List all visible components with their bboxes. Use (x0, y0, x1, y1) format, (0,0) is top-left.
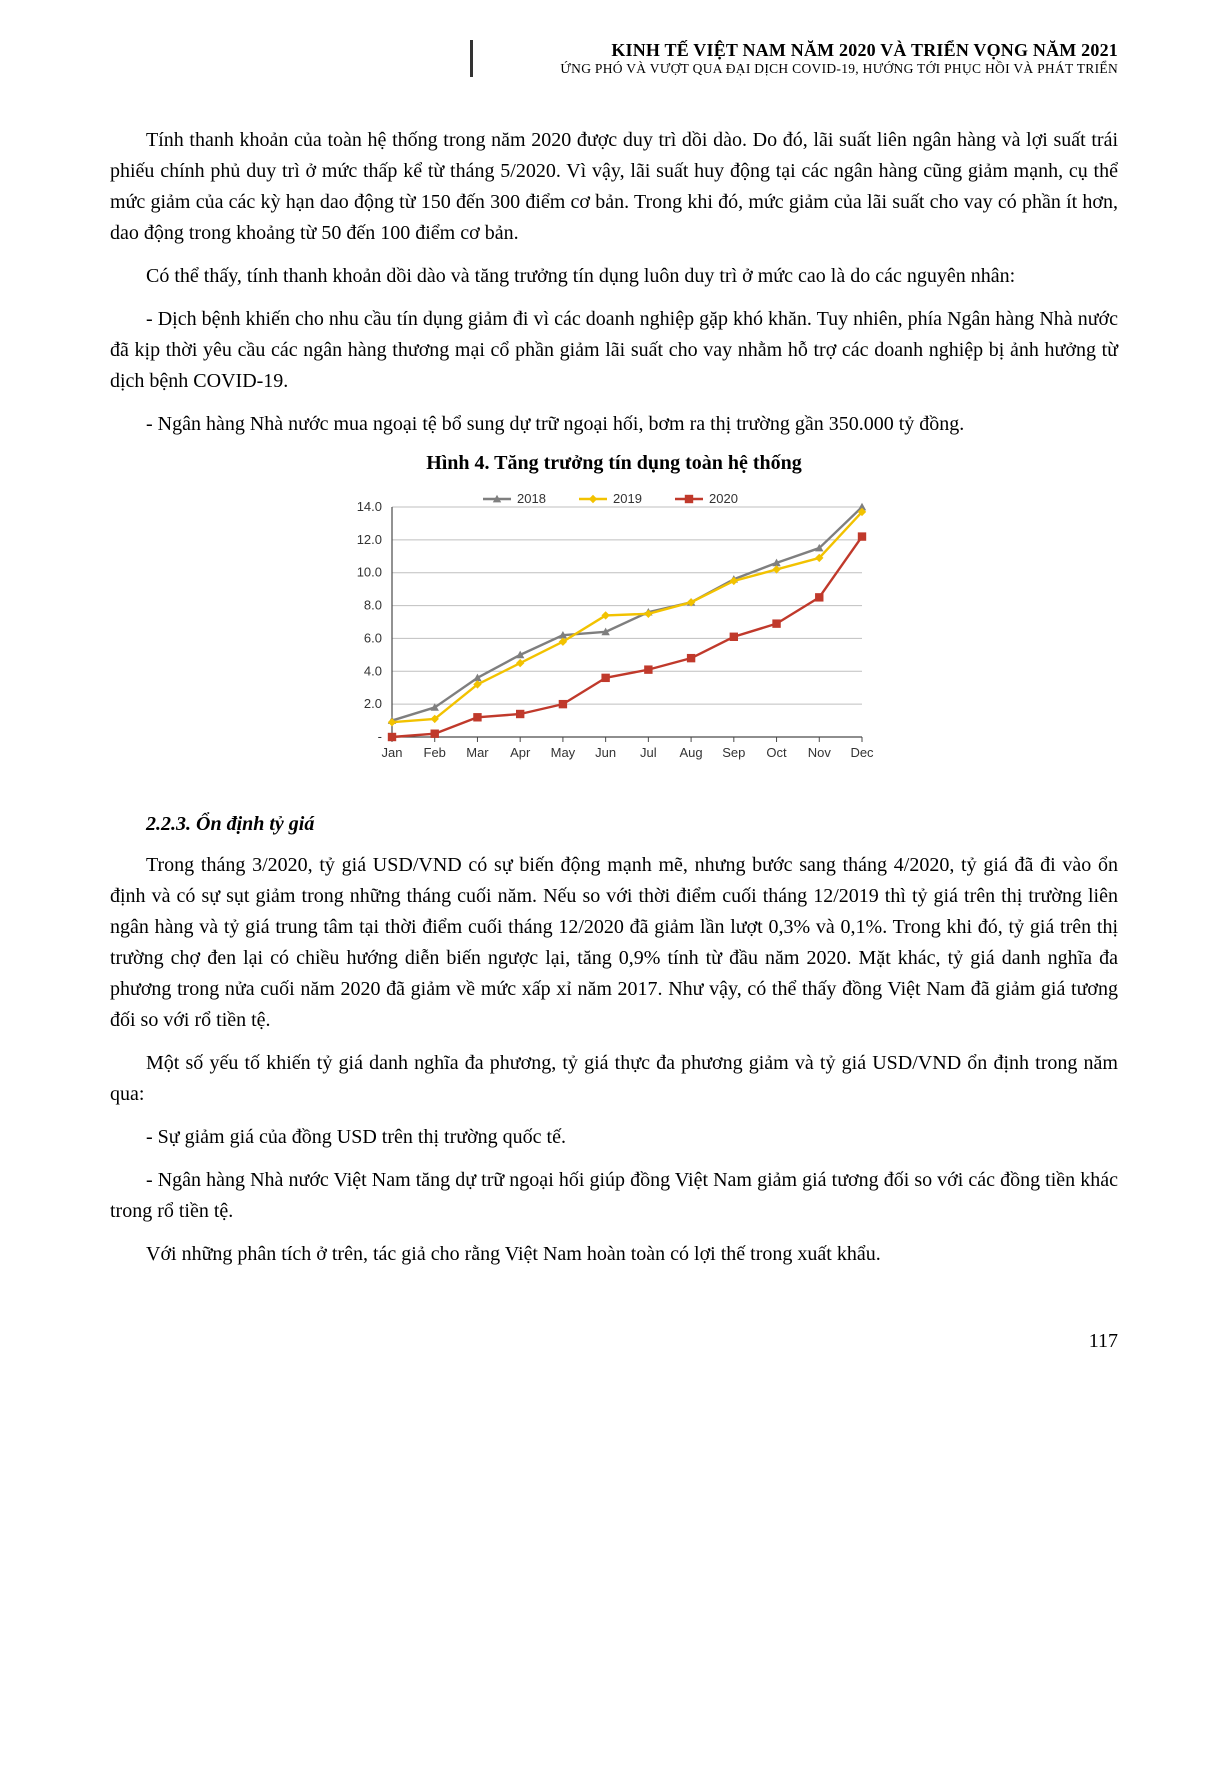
paragraph: Có thể thấy, tính thanh khoản dồi dào và… (110, 261, 1118, 292)
paragraph: - Dịch bệnh khiến cho nhu cầu tín dụng g… (110, 304, 1118, 397)
svg-text:Mar: Mar (466, 745, 489, 760)
svg-text:14.0: 14.0 (357, 499, 382, 514)
svg-text:6.0: 6.0 (364, 630, 382, 645)
svg-text:2.0: 2.0 (364, 696, 382, 711)
svg-text:-: - (378, 729, 382, 744)
svg-text:Jan: Jan (382, 745, 403, 760)
svg-text:Feb: Feb (424, 745, 446, 760)
svg-text:Apr: Apr (510, 745, 531, 760)
header-title: KINH TẾ VIỆT NAM NĂM 2020 VÀ TRIỂN VỌNG … (483, 40, 1118, 61)
svg-text:2020: 2020 (709, 491, 738, 506)
page-number: 117 (110, 1330, 1118, 1353)
paragraph: - Ngân hàng Nhà nước mua ngoại tệ bổ sun… (110, 409, 1118, 440)
svg-text:Nov: Nov (808, 745, 832, 760)
svg-text:12.0: 12.0 (357, 532, 382, 547)
svg-text:May: May (551, 745, 576, 760)
svg-text:4.0: 4.0 (364, 663, 382, 678)
paragraph: Trong tháng 3/2020, tỷ giá USD/VND có sự… (110, 850, 1118, 1036)
svg-text:Oct: Oct (766, 745, 787, 760)
line-chart: - 2.0 4.0 6.0 8.0 10.0 12.0 14.0 Jan Feb Mar Apr May… (334, 489, 894, 789)
chart-container: - 2.0 4.0 6.0 8.0 10.0 12.0 14.0 Jan Feb Mar Apr May… (110, 489, 1118, 789)
svg-text:8.0: 8.0 (364, 598, 382, 613)
paragraph: Một số yếu tố khiến tỷ giá danh nghĩa đa… (110, 1048, 1118, 1110)
paragraph: Với những phân tích ở trên, tác giả cho … (110, 1239, 1118, 1270)
svg-text:Sep: Sep (722, 745, 745, 760)
paragraph: - Sự giảm giá của đồng USD trên thị trườ… (110, 1122, 1118, 1153)
svg-text:Jun: Jun (595, 745, 616, 760)
svg-text:Jul: Jul (640, 745, 657, 760)
svg-text:2019: 2019 (613, 491, 642, 506)
page-header: KINH TẾ VIỆT NAM NĂM 2020 VÀ TRIỂN VỌNG … (470, 40, 1118, 77)
figure-caption: Hình 4. Tăng trưởng tín dụng toàn hệ thố… (110, 452, 1118, 475)
svg-text:10.0: 10.0 (357, 565, 382, 580)
svg-text:Dec: Dec (850, 745, 874, 760)
svg-text:Aug: Aug (680, 745, 703, 760)
svg-text:2018: 2018 (517, 491, 546, 506)
paragraph: - Ngân hàng Nhà nước Việt Nam tăng dự tr… (110, 1165, 1118, 1227)
section-heading: 2.2.3. Ổn định tỷ giá (110, 813, 1118, 836)
paragraph: Tính thanh khoản của toàn hệ thống trong… (110, 125, 1118, 249)
header-subtitle: ỨNG PHÓ VÀ VƯỢT QUA ĐẠI DỊCH COVID-19, H… (483, 61, 1118, 77)
